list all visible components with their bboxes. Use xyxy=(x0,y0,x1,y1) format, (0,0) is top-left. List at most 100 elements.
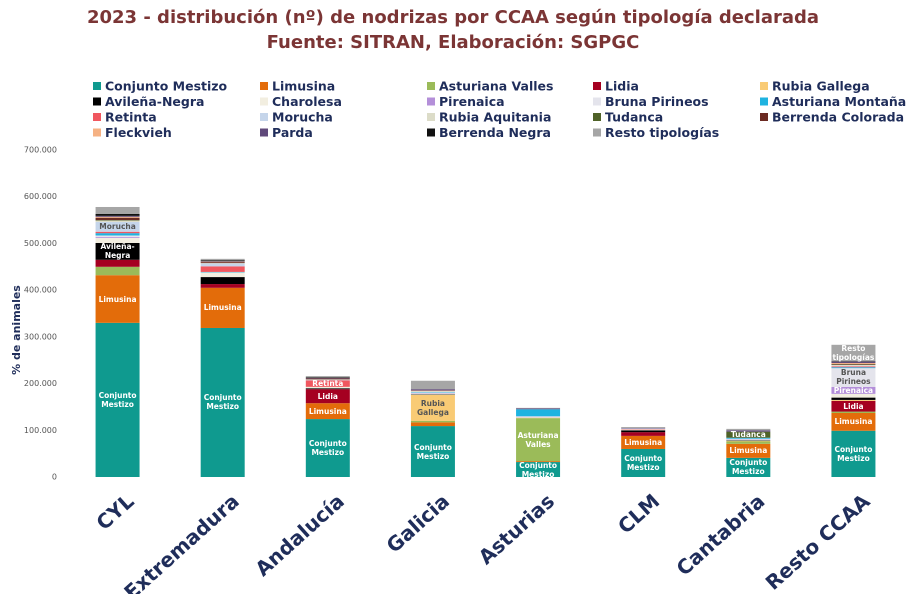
legend-label: Resto tipologías xyxy=(605,125,719,140)
bar-segment xyxy=(95,231,140,234)
bar-segment xyxy=(95,237,140,243)
bar-segment xyxy=(726,443,771,458)
legend-label: Conjunto Mestizo xyxy=(105,79,228,94)
bar-segment xyxy=(410,389,455,391)
y-tick-label: 200.000 xyxy=(24,379,57,388)
bar-segment xyxy=(831,399,876,401)
bar-segment xyxy=(410,426,455,477)
x-tick-label: CYL xyxy=(91,489,138,535)
segment-label: Resto tipologías xyxy=(832,343,875,362)
legend-label: Asturiana Valles xyxy=(439,79,553,94)
bar-segment xyxy=(305,376,350,378)
legend-label: Lidia xyxy=(605,79,639,94)
bar-segment xyxy=(410,380,455,390)
bar-segment xyxy=(200,258,245,261)
bar-segment xyxy=(305,419,350,477)
legend-swatch xyxy=(427,113,435,121)
y-tick-label: 600.000 xyxy=(24,192,57,201)
legend-swatch xyxy=(593,113,601,121)
bar-segment xyxy=(95,216,140,218)
bar-segment xyxy=(726,437,771,439)
segment-label: Avileña-Negra xyxy=(100,242,135,261)
legend-label: Limusina xyxy=(272,79,335,94)
bar-segment xyxy=(305,403,350,420)
bar-segment xyxy=(621,448,666,477)
segment-label: Lidia xyxy=(843,401,864,411)
bar-segment xyxy=(516,408,561,410)
bar-segment xyxy=(200,327,245,477)
bar-segment xyxy=(305,378,350,380)
legend-label: Parda xyxy=(272,125,313,140)
bar-segment xyxy=(200,277,245,285)
bar-segment xyxy=(621,430,666,433)
bar-segment xyxy=(305,388,350,390)
y-tick-label: 100.000 xyxy=(24,426,57,435)
bar-segment xyxy=(831,366,876,368)
legend-label: Retinta xyxy=(105,110,157,125)
segment-label: Bruna Pirineos xyxy=(836,368,871,387)
bar-segment xyxy=(95,236,140,238)
bar-segment xyxy=(95,221,140,232)
segment-label: Limusina xyxy=(98,294,137,304)
legend-swatch xyxy=(260,113,268,121)
segment-label: Tudanca xyxy=(730,430,766,440)
legend-swatch xyxy=(260,128,268,137)
segment-label: Conjunto Mestizo xyxy=(203,393,242,412)
legend-label: Pirenaica xyxy=(439,94,505,109)
legend-swatch xyxy=(760,97,768,106)
segment-label: Conjunto Mestizo xyxy=(308,439,347,458)
segment-label: Lidia xyxy=(317,391,338,401)
legend-label: Berrenda Negra xyxy=(439,125,551,140)
bar-segment xyxy=(95,213,140,216)
bar-segment xyxy=(831,368,876,387)
bar-segment xyxy=(831,411,876,414)
y-tick-label: 700.000 xyxy=(24,146,57,155)
segment-label: Asturiana Valles xyxy=(517,430,559,449)
x-tick-label: Resto CCAA xyxy=(761,489,875,594)
bar-segment xyxy=(831,344,876,362)
y-tick-label: 300.000 xyxy=(24,332,57,341)
bar-segment xyxy=(831,413,876,431)
segment-label: Limusina xyxy=(624,437,663,447)
chart-subtitle: Fuente: SITRAN, Elaboración: SGPGC xyxy=(267,32,640,53)
bar-segment xyxy=(621,427,666,428)
legend-label: Tudanca xyxy=(605,110,663,125)
bar-segment xyxy=(410,394,455,421)
legend-swatch xyxy=(427,82,435,90)
y-tick-label: 0 xyxy=(52,473,57,482)
y-tick-label: 500.000 xyxy=(24,239,57,248)
bar-segment xyxy=(831,393,876,398)
legend-label: Rubia Aquitania xyxy=(439,110,551,125)
bar-segment xyxy=(516,409,561,417)
segment-label: Conjunto Mestizo xyxy=(834,444,873,463)
legend-swatch xyxy=(760,113,768,121)
legend-swatch xyxy=(593,82,601,90)
segment-label: Conjunto Mestizo xyxy=(729,458,768,477)
legend-label: Bruna Pirineos xyxy=(605,94,709,109)
x-tick-label: Galicia xyxy=(382,489,454,558)
segment-label: Limusina xyxy=(834,417,873,427)
bar-segment xyxy=(726,431,771,438)
y-tick-label: 400.000 xyxy=(24,286,57,295)
bar-segment xyxy=(305,380,350,387)
legend-swatch xyxy=(93,97,101,106)
segment-label: Conjunto Mestizo xyxy=(519,460,558,479)
bar-segment xyxy=(95,220,140,222)
bar-segment xyxy=(831,397,876,400)
bar-segment xyxy=(95,215,140,217)
bar-segment xyxy=(305,386,350,389)
x-tick-label: Extremadura xyxy=(119,489,243,594)
legend-swatch xyxy=(427,97,435,106)
bar-segment xyxy=(305,389,350,404)
segment-label: Rubia Gallega xyxy=(417,398,449,417)
legend-swatch xyxy=(593,128,601,137)
bar-segment xyxy=(516,461,561,463)
bar-segment xyxy=(200,263,245,267)
bar-segment xyxy=(831,430,876,477)
bar-segment xyxy=(621,432,666,436)
segment-label: Limusina xyxy=(203,303,242,313)
chart-title: 2023 - distribución (nº) de nodrizas por… xyxy=(87,7,819,28)
bar-segment xyxy=(726,428,771,431)
legend-swatch xyxy=(260,82,268,90)
